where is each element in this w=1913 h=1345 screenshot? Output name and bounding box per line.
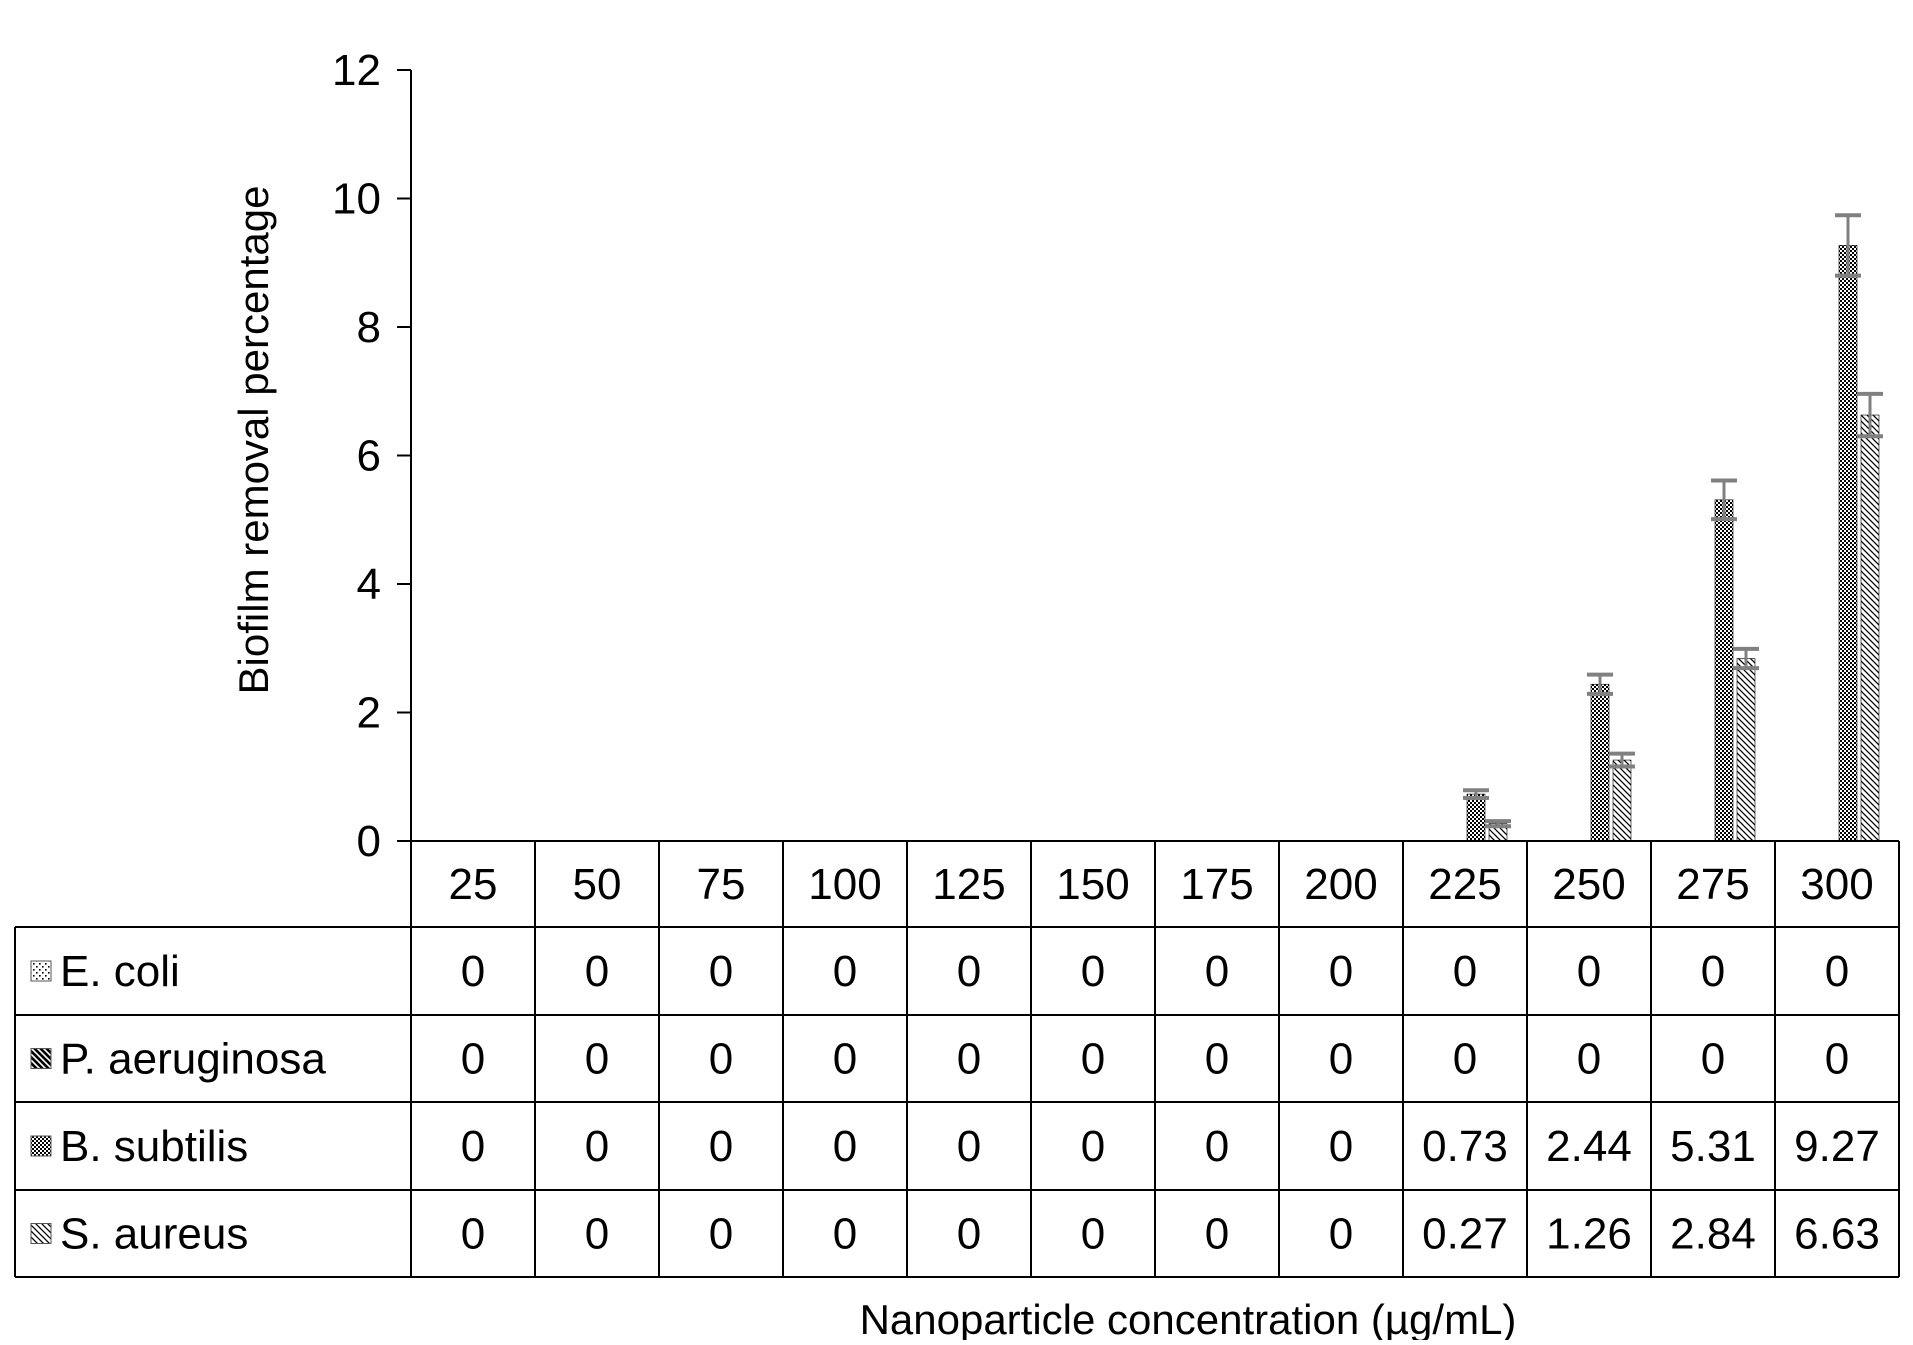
table-cell-value: 0	[833, 1122, 857, 1171]
x-category-label: 200	[1304, 860, 1377, 909]
y-tick-label: 4	[357, 560, 381, 609]
table-cell-value: 0.73	[1422, 1122, 1508, 1171]
table-cell-value: 6.63	[1794, 1210, 1880, 1259]
y-tick-label: 2	[357, 689, 381, 738]
table-cell-value: 0	[461, 1122, 485, 1171]
bar	[1860, 414, 1880, 842]
table-cell-value: 0	[1205, 947, 1229, 996]
legend-swatch	[30, 960, 52, 982]
table-cell-value: 0	[585, 1035, 609, 1084]
data-table: 25 50 75 100 125 150 175 200 225 250 275 300 E. coli…	[14, 840, 1900, 1278]
x-category-label: 125	[932, 860, 1005, 909]
table-cell-value: 0	[833, 947, 857, 996]
y-tick-label: 8	[357, 303, 381, 352]
table-cell-value: 0	[1577, 947, 1601, 996]
bar	[1590, 683, 1610, 842]
table-cell-value: 0	[1329, 1035, 1353, 1084]
table-cell-value: 5.31	[1670, 1122, 1756, 1171]
table-cell-value: 2.84	[1670, 1210, 1756, 1259]
table-cell-value: 0	[1701, 947, 1725, 996]
table-cell-value: 0	[1081, 1210, 1105, 1259]
table-cell-value: 0	[833, 1035, 857, 1084]
table-cell-value: 0	[1205, 1035, 1229, 1084]
table-cell-value: 0	[709, 1035, 733, 1084]
legend-series-name: B. subtilis	[60, 1122, 248, 1171]
x-axis-title: Nanoparticle concentration (µg/mL)	[860, 1296, 1517, 1340]
table-cell-value: 0.27	[1422, 1210, 1508, 1259]
table-cell-value: 0	[1825, 1035, 1849, 1084]
x-category-label: 150	[1056, 860, 1129, 909]
y-tick-label: 0	[357, 817, 381, 866]
table-cell-value: 0	[1081, 1122, 1105, 1171]
legend-swatch	[30, 1135, 52, 1157]
legend-series-name: S. aureus	[60, 1210, 248, 1259]
table-cell-value: 0	[1205, 1210, 1229, 1259]
table-cell-value: 0	[1453, 947, 1477, 996]
x-category-label: 50	[573, 860, 622, 909]
table-cell-value: 0	[1205, 1122, 1229, 1171]
table-cell-value: 0	[461, 947, 485, 996]
y-axis: 0 2 4 6 8 10 12	[332, 46, 412, 866]
table-cell-value: 0	[1329, 1210, 1353, 1259]
legend-swatch	[30, 1223, 52, 1244]
table-cell-value: 0	[957, 1035, 981, 1084]
table-cell-value: 0	[709, 947, 733, 996]
bar	[1466, 793, 1486, 842]
y-axis-title: Biofilm removal percentage	[230, 186, 277, 695]
table-cell-value: 0	[461, 1210, 485, 1259]
table-cell-value: 0	[1701, 1035, 1725, 1084]
table-cell-value: 2.44	[1546, 1122, 1632, 1171]
x-category-label: 250	[1552, 860, 1625, 909]
table-cell-value: 0	[1329, 947, 1353, 996]
bar	[1612, 759, 1632, 842]
y-tick-label: 10	[332, 175, 381, 224]
x-category-label: 100	[808, 860, 881, 909]
table-cell-value: 0	[709, 1122, 733, 1171]
legend-swatch	[30, 1048, 52, 1069]
bar	[1838, 245, 1858, 842]
table-cell-value: 0	[461, 1035, 485, 1084]
bar	[1714, 499, 1734, 842]
table-cell-value: 0	[1081, 1035, 1105, 1084]
x-category-label: 300	[1800, 860, 1873, 909]
legend-series-name: E. coli	[60, 947, 180, 996]
table-cell-value: 1.26	[1546, 1210, 1632, 1259]
table-cell-value: 0	[1329, 1122, 1353, 1171]
table-cell-value: 0	[957, 947, 981, 996]
bar	[1736, 658, 1756, 842]
table-cell-value: 0	[585, 947, 609, 996]
table-cell-value: 0	[957, 1210, 981, 1259]
x-category-label: 25	[449, 860, 498, 909]
table-cell-value: 0	[1577, 1035, 1601, 1084]
y-tick-label: 6	[357, 432, 381, 481]
x-category-label: 75	[697, 860, 746, 909]
table-cell-value: 9.27	[1794, 1122, 1880, 1171]
table-cell-value: 0	[1081, 947, 1105, 996]
table-cell-value: 0	[585, 1122, 609, 1171]
x-category-label: 225	[1428, 860, 1501, 909]
table-cell-value: 0	[585, 1210, 609, 1259]
bars	[1466, 245, 1880, 842]
legend-series-name: P. aeruginosa	[60, 1035, 326, 1084]
y-tick-label: 12	[332, 46, 381, 95]
table-cell-value: 0	[709, 1210, 733, 1259]
table-cell-value: 0	[833, 1210, 857, 1259]
table-cell-value: 0	[1825, 947, 1849, 996]
table-cell-value: 0	[957, 1122, 981, 1171]
x-category-label: 275	[1676, 860, 1749, 909]
error-bars	[1463, 213, 1883, 829]
x-category-label: 175	[1180, 860, 1253, 909]
table-cell-value: 0	[1453, 1035, 1477, 1084]
